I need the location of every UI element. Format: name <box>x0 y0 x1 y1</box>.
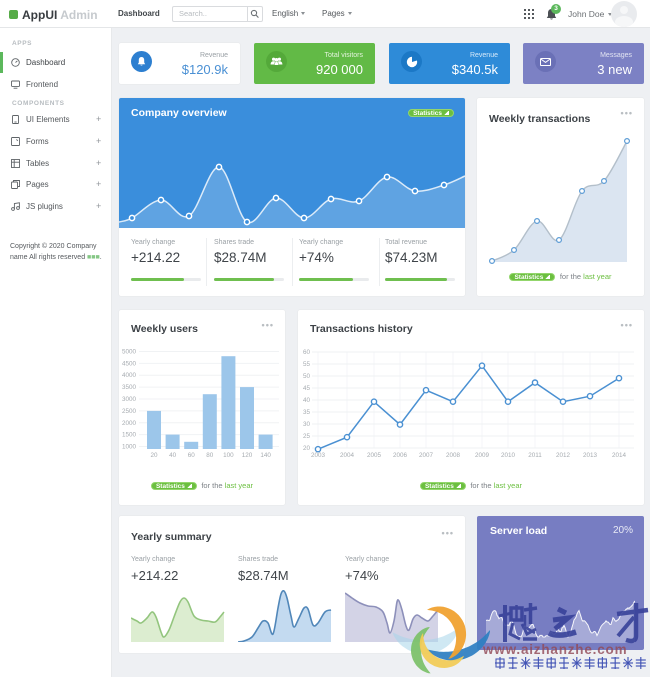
svg-text:120: 120 <box>242 452 253 459</box>
svg-text:1000: 1000 <box>122 444 137 451</box>
svg-text:2004: 2004 <box>340 452 355 459</box>
svg-text:2009: 2009 <box>475 452 490 459</box>
svg-text:1500: 1500 <box>122 432 137 439</box>
svg-text:2000: 2000 <box>122 420 137 427</box>
svg-text:25: 25 <box>303 433 311 440</box>
svg-text:40: 40 <box>303 397 311 404</box>
svg-text:2013: 2013 <box>583 452 598 459</box>
svg-text:40: 40 <box>169 452 177 459</box>
svg-text:140: 140 <box>260 452 271 459</box>
svg-text:100: 100 <box>223 452 234 459</box>
svg-text:60: 60 <box>188 452 196 459</box>
svg-text:2500: 2500 <box>122 408 137 415</box>
svg-text:3500: 3500 <box>122 384 137 391</box>
svg-text:2014: 2014 <box>612 452 627 459</box>
svg-text:2003: 2003 <box>311 452 326 459</box>
svg-text:30: 30 <box>303 421 311 428</box>
svg-text:2005: 2005 <box>367 452 382 459</box>
svg-text:2012: 2012 <box>556 452 571 459</box>
svg-text:4500: 4500 <box>122 360 137 367</box>
svg-text:3000: 3000 <box>122 396 137 403</box>
svg-text:2007: 2007 <box>419 452 434 459</box>
svg-text:20: 20 <box>150 452 158 459</box>
svg-text:50: 50 <box>303 373 311 380</box>
svg-text:2011: 2011 <box>528 452 542 459</box>
svg-text:35: 35 <box>303 409 311 416</box>
svg-text:2008: 2008 <box>446 452 461 459</box>
svg-text:45: 45 <box>303 385 311 392</box>
svg-text:20: 20 <box>303 445 311 452</box>
svg-text:2010: 2010 <box>501 452 516 459</box>
svg-text:60: 60 <box>303 349 311 356</box>
svg-text:2006: 2006 <box>393 452 408 459</box>
svg-text:80: 80 <box>206 452 214 459</box>
svg-text:5000: 5000 <box>122 349 137 356</box>
svg-text:4000: 4000 <box>122 372 137 379</box>
svg-text:55: 55 <box>303 361 311 368</box>
